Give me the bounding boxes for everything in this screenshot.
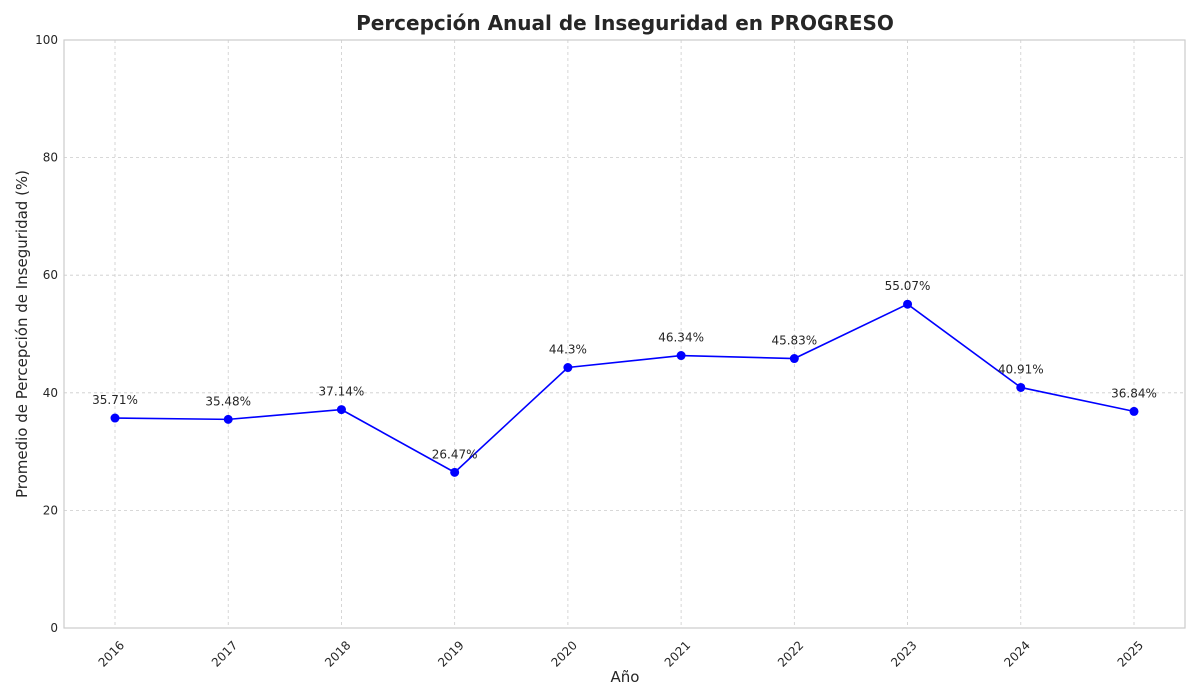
plot-area-frame [63, 39, 1186, 629]
series-line [114, 303, 1135, 474]
data-point [903, 299, 913, 309]
y-tick-label: 60 [43, 268, 58, 282]
data-label: 35.48% [205, 394, 251, 408]
y-axis-ticks: 0 20 40 60 80 100 [35, 33, 58, 635]
y-tick-label: 100 [35, 33, 58, 47]
data-point [676, 351, 686, 361]
y-tick-label: 80 [43, 151, 58, 165]
data-point [223, 414, 233, 424]
x-tick-label: 2025 [1115, 638, 1146, 669]
data-point [450, 467, 460, 477]
data-point [1129, 406, 1139, 416]
data-label: 35.71% [92, 393, 138, 407]
y-tick-label: 20 [43, 503, 58, 517]
x-tick-label: 2019 [435, 638, 466, 669]
data-label: 45.83% [771, 334, 817, 348]
x-tick-label: 2020 [549, 638, 580, 669]
x-tick-label: 2022 [775, 638, 806, 669]
data-label: 44.3% [549, 343, 587, 357]
grid-lines [64, 39, 1185, 629]
data-label: 55.07% [885, 279, 931, 293]
x-axis-label: Año [611, 668, 640, 686]
x-tick-label: 2023 [888, 638, 919, 669]
data-point [110, 413, 120, 423]
data-point [336, 405, 346, 415]
x-tick-label: 2017 [209, 638, 240, 669]
data-point [789, 354, 799, 364]
series-line-group [110, 299, 1139, 477]
x-tick-label: 2021 [662, 638, 693, 669]
data-labels: 35.71% 35.48% 37.14% 26.47% 44.3% 46.34% 45.83… [92, 279, 1157, 461]
data-label: 40.91% [998, 362, 1044, 376]
x-axis-ticks: 2016 2017 2018 2019 2020 2021 2022 2023 2024 2025 [96, 638, 1146, 669]
x-tick-label: 2016 [96, 638, 127, 669]
y-axis-label: Promedio de Percepción de Inseguridad (%… [13, 170, 31, 498]
y-tick-label: 40 [43, 386, 58, 400]
data-label: 26.47% [432, 447, 478, 461]
data-label: 36.84% [1111, 386, 1157, 400]
data-point [563, 363, 573, 373]
data-label: 46.34% [658, 331, 704, 345]
x-tick-label: 2024 [1001, 638, 1032, 669]
chart-title: Percepción Anual de Inseguridad en PROGR… [356, 11, 894, 35]
x-tick-label: 2018 [322, 638, 353, 669]
data-label: 37.14% [319, 385, 365, 399]
y-tick-label: 0 [50, 621, 58, 635]
data-point [1016, 382, 1026, 392]
